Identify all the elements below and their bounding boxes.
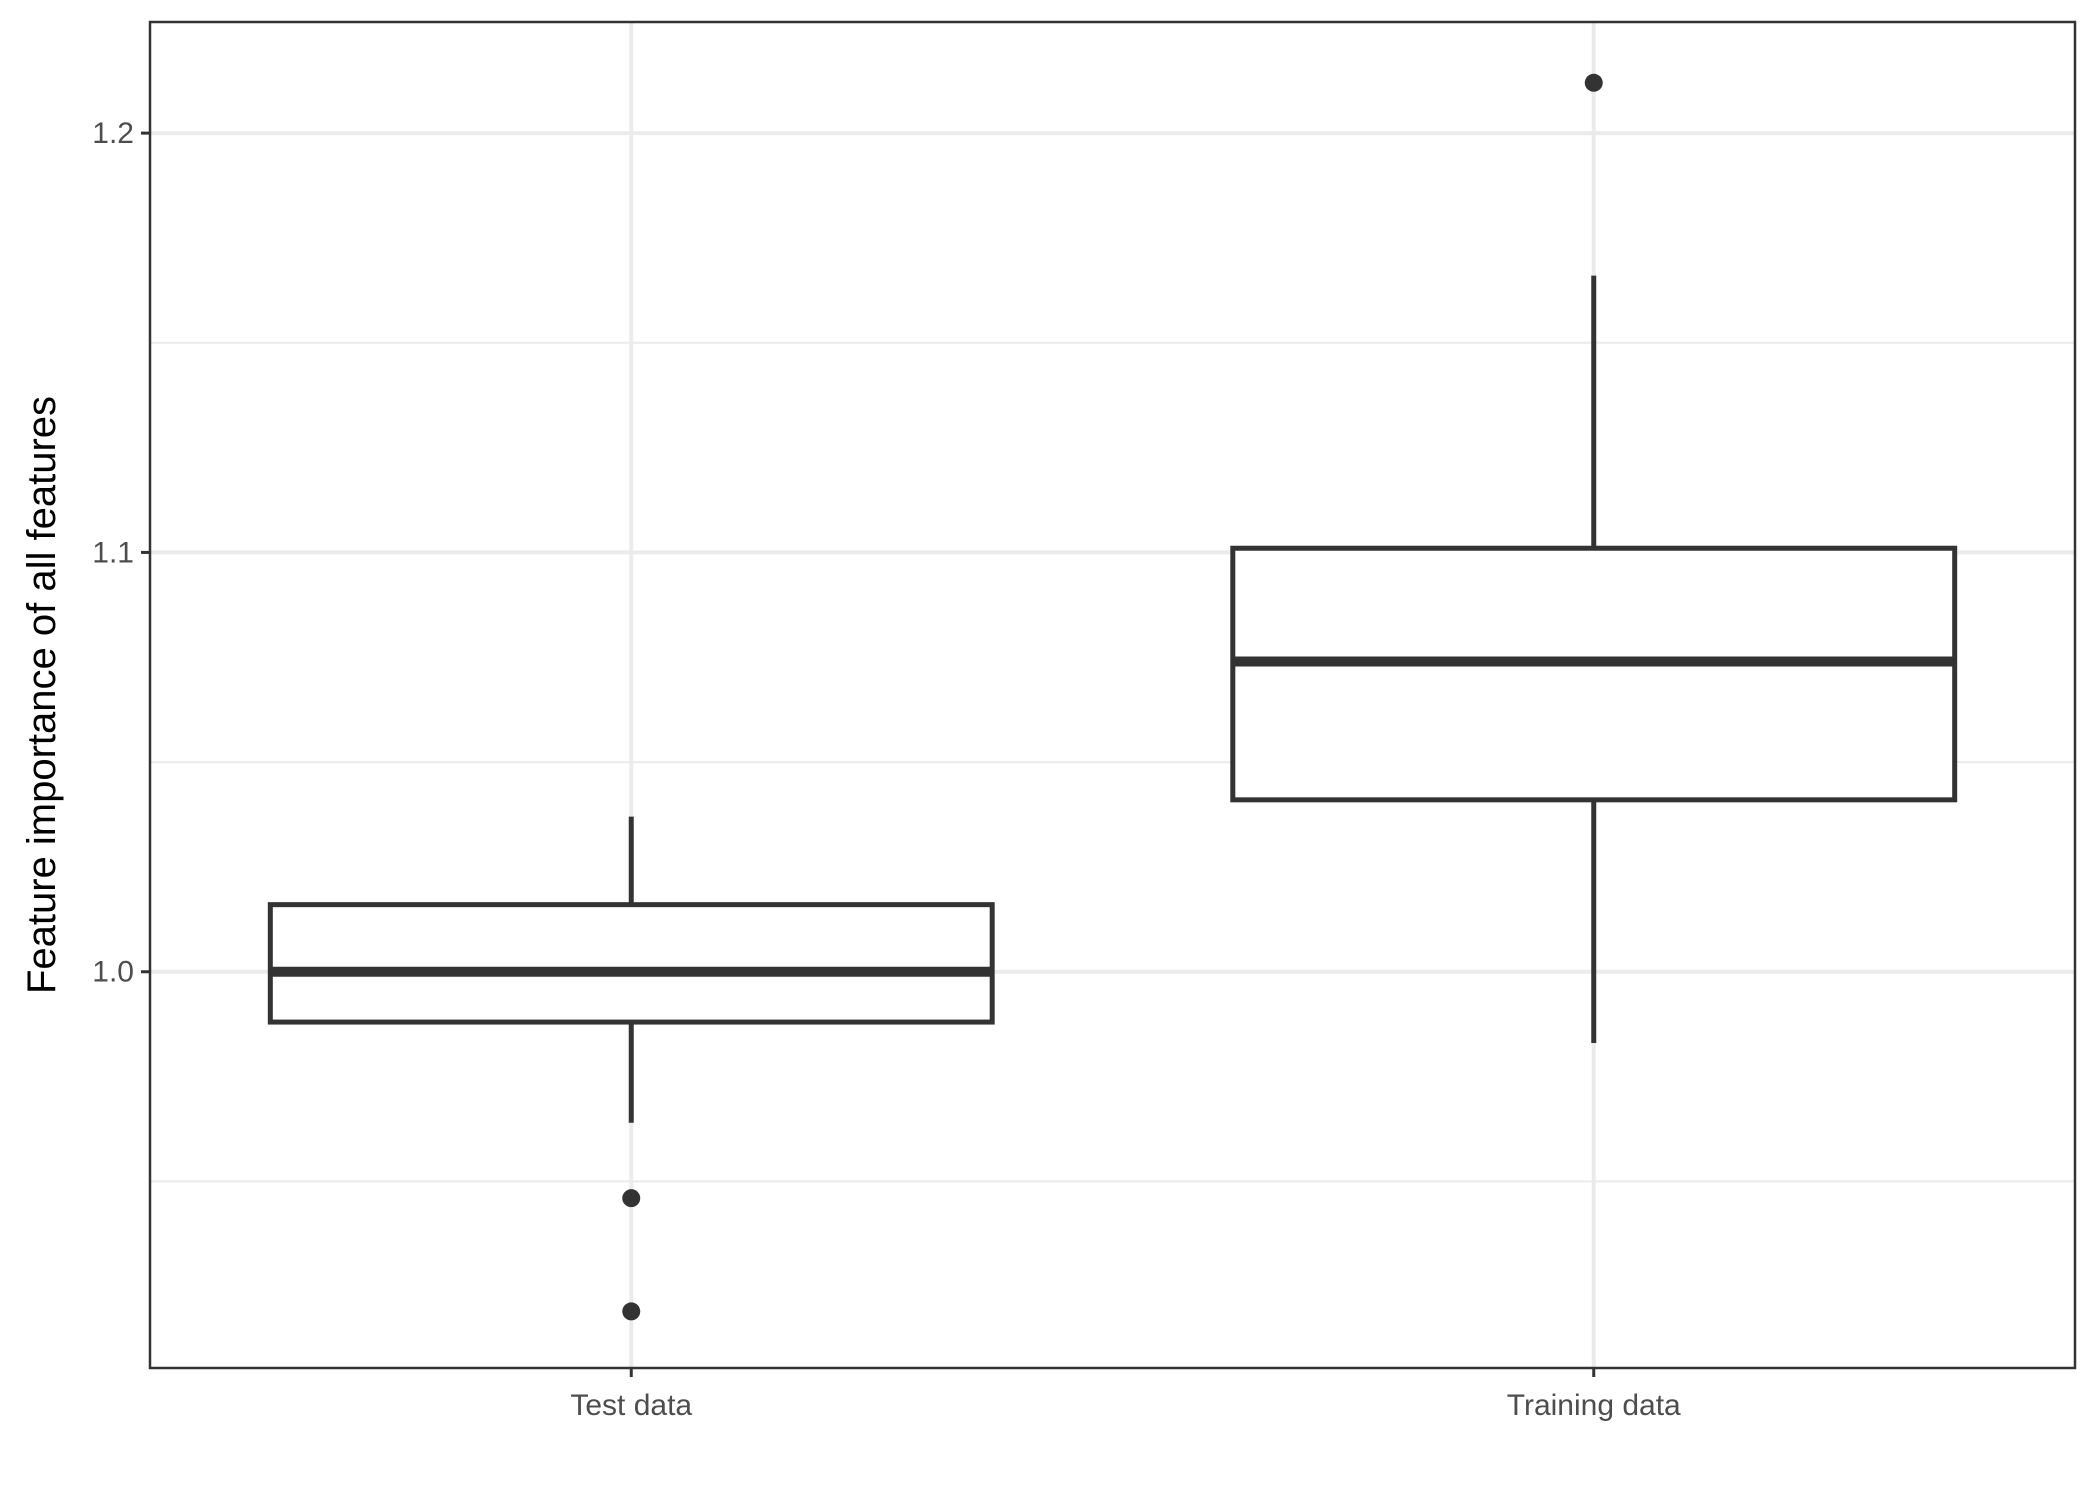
y-tick-label: 1.0 — [92, 956, 134, 989]
x-tick-label: Test data — [570, 1389, 692, 1422]
box-series — [267, 73, 1958, 1321]
box-test-data — [267, 816, 995, 1321]
box-iqr — [267, 902, 995, 1025]
box-training-data — [1230, 73, 1958, 1044]
y-axis-title: Feature importance of all features — [20, 396, 64, 994]
y-axis: 1.0 1.1 1.2 — [92, 117, 150, 989]
outlier-point — [622, 1302, 641, 1321]
x-axis: Test data Training data — [570, 1368, 1681, 1422]
y-tick-label: 1.1 — [92, 536, 134, 569]
outlier-point — [622, 1189, 641, 1208]
box-iqr — [1230, 545, 1958, 803]
y-tick-label: 1.2 — [92, 117, 134, 150]
outlier-point — [1584, 73, 1603, 92]
x-tick-label: Training data — [1507, 1389, 1681, 1422]
panel-border — [148, 20, 2077, 1370]
